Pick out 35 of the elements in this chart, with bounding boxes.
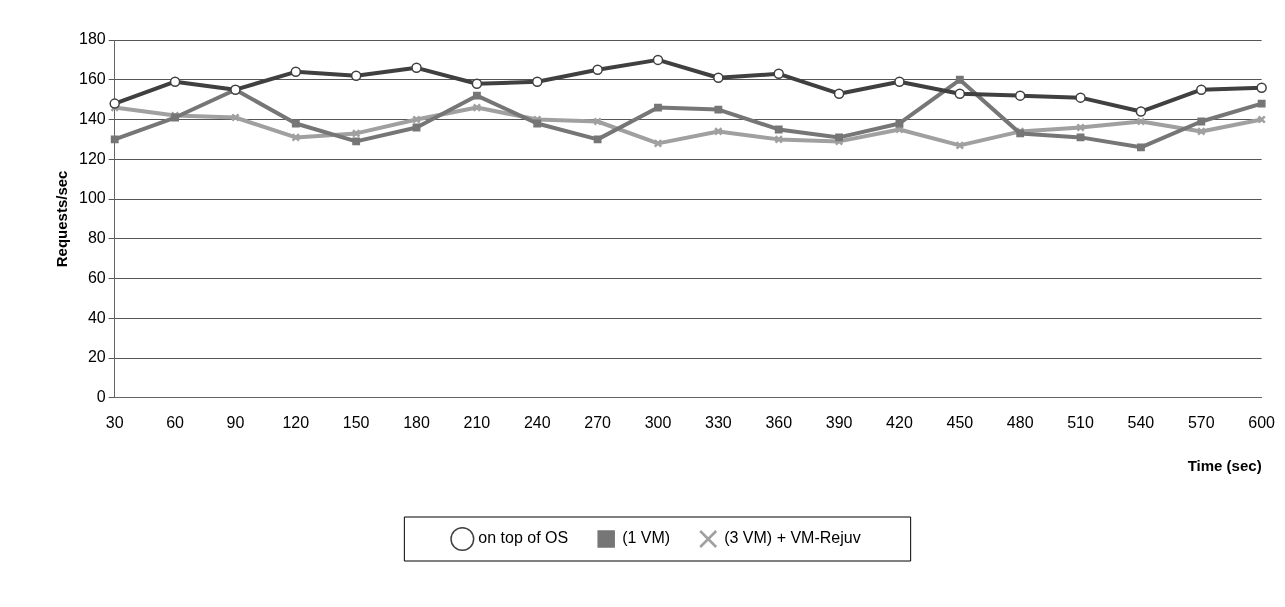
y-tick-label: 0	[96, 388, 106, 406]
legend-label: (1 VM)	[622, 529, 671, 547]
x-tick-label: 30	[105, 413, 124, 431]
y-tick-label: 160	[78, 70, 106, 88]
y-axis-title: Requests/sec	[53, 170, 71, 268]
x-tick-label: 270	[584, 413, 612, 431]
x-tick-label: 60	[166, 413, 185, 431]
x-tick-label: 570	[1187, 413, 1215, 431]
x-tick-label: 480	[1006, 413, 1034, 431]
x-tick-label: 240	[523, 413, 551, 431]
legend-label: on top of OS	[478, 529, 569, 547]
x-tick-label: 420	[886, 413, 913, 431]
x-tick-label: 360	[765, 413, 793, 431]
x-tick-label: 450	[946, 413, 974, 431]
y-tick-label: 180	[78, 30, 106, 48]
legend-label: (3 VM) + VM-Rejuv	[724, 529, 861, 547]
y-tick-label: 140	[78, 109, 106, 127]
x-tick-label: 150	[342, 413, 370, 431]
x-tick-label: 90	[226, 413, 245, 431]
x-tick-label: 210	[463, 413, 491, 431]
y-tick-label: 60	[87, 268, 106, 286]
x-tick-label: 540	[1127, 413, 1155, 431]
y-tick-label: 20	[87, 348, 106, 366]
x-tick-label: 600	[1248, 413, 1276, 431]
x-tick-label: 390	[825, 413, 853, 431]
y-tick-label: 100	[78, 189, 106, 207]
y-tick-label: 80	[87, 229, 106, 247]
y-tick-label: 120	[78, 149, 106, 167]
x-tick-label: 330	[705, 413, 732, 431]
x-tick-label: 120	[282, 413, 310, 431]
x-tick-label: 180	[403, 413, 430, 431]
x-axis-title: Time (sec)	[1187, 457, 1262, 475]
x-tick-label: 510	[1067, 413, 1094, 431]
y-tick-label: 40	[87, 308, 106, 326]
x-tick-label: 300	[644, 413, 672, 431]
